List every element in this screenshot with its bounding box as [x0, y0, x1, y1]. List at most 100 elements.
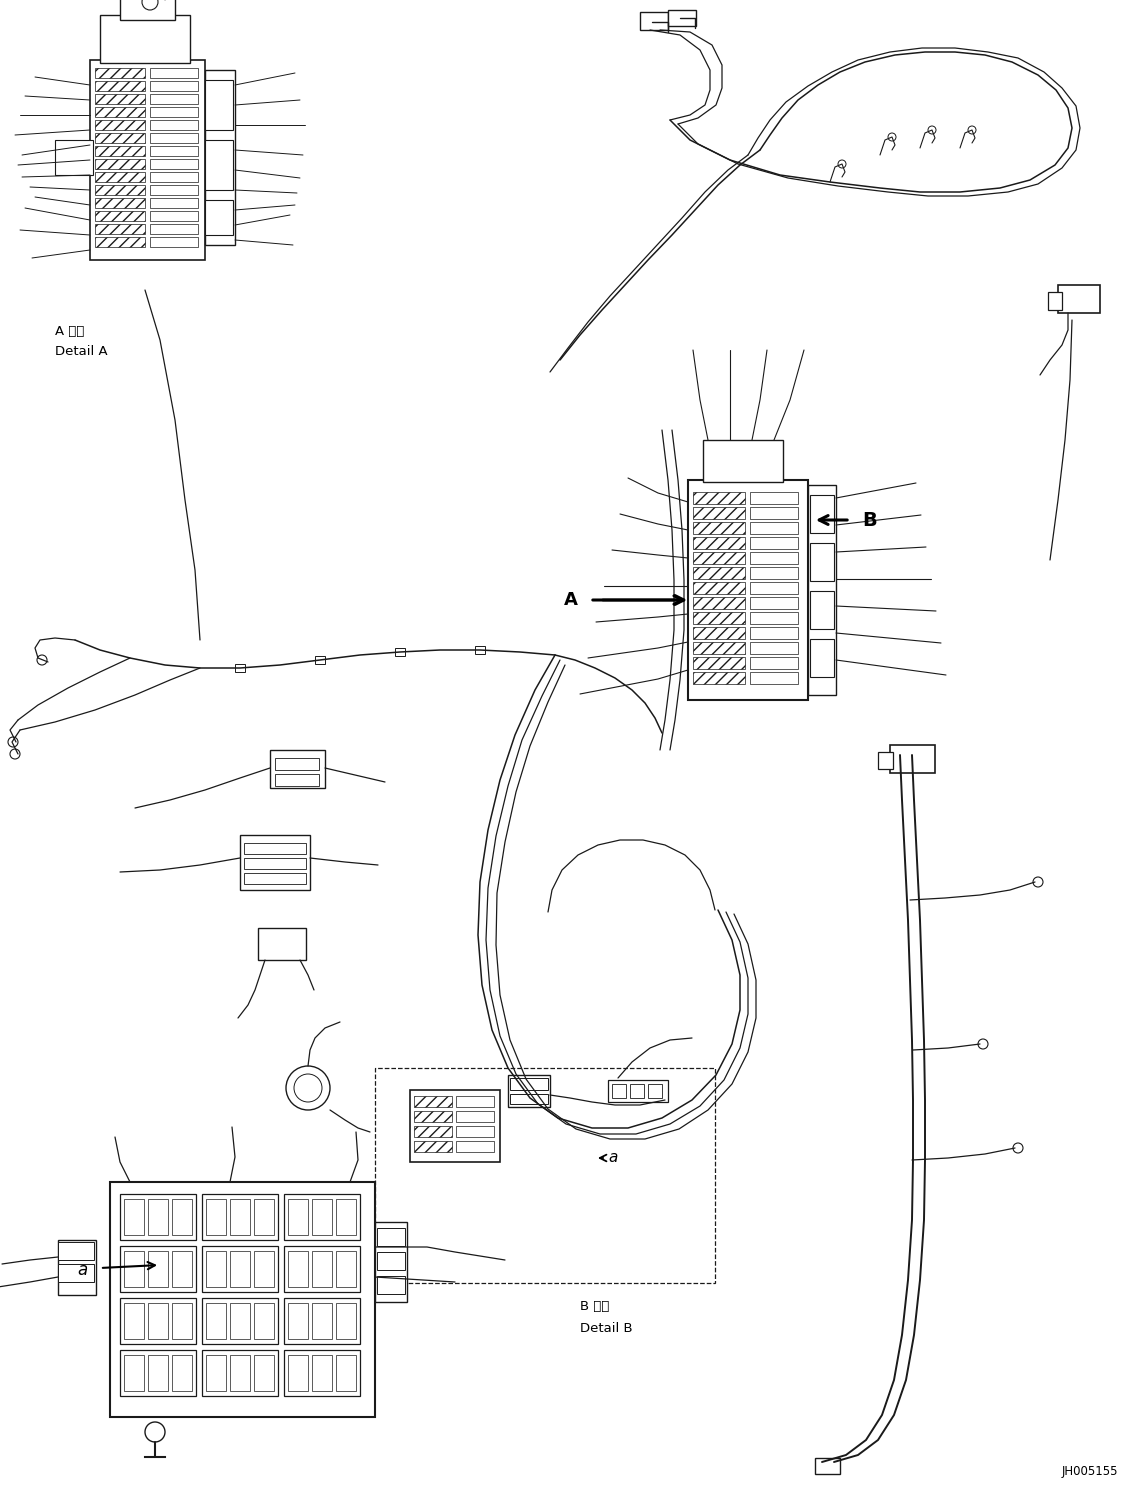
- Bar: [205, 200, 233, 236]
- Bar: [95, 185, 145, 195]
- Bar: [284, 1350, 361, 1397]
- Text: B: B: [861, 510, 876, 530]
- Bar: [750, 612, 798, 624]
- Bar: [456, 1126, 494, 1137]
- Bar: [510, 1094, 548, 1104]
- Bar: [284, 1194, 361, 1240]
- Bar: [608, 1080, 667, 1103]
- Bar: [149, 94, 199, 104]
- Bar: [510, 1079, 548, 1091]
- Bar: [640, 12, 667, 30]
- Bar: [55, 140, 94, 175]
- Bar: [58, 1264, 94, 1282]
- Bar: [95, 94, 145, 104]
- Bar: [688, 480, 808, 700]
- Bar: [311, 1355, 332, 1391]
- Bar: [750, 671, 798, 683]
- Bar: [1058, 285, 1100, 313]
- Bar: [288, 1303, 308, 1338]
- Text: Detail B: Detail B: [580, 1322, 632, 1335]
- Bar: [148, 1355, 168, 1391]
- Bar: [149, 81, 199, 91]
- Bar: [58, 1241, 94, 1261]
- Bar: [890, 745, 934, 773]
- Bar: [148, 1200, 168, 1235]
- Bar: [95, 224, 145, 234]
- Bar: [648, 1085, 662, 1098]
- Bar: [284, 1246, 361, 1292]
- Bar: [693, 567, 745, 579]
- Bar: [311, 1250, 332, 1288]
- Bar: [254, 1250, 274, 1288]
- Bar: [750, 552, 798, 564]
- Bar: [120, 1350, 196, 1397]
- Bar: [414, 1126, 452, 1137]
- Bar: [275, 774, 319, 786]
- Bar: [693, 507, 745, 519]
- Bar: [149, 160, 199, 169]
- Circle shape: [1033, 877, 1043, 888]
- Bar: [750, 522, 798, 534]
- Bar: [95, 81, 145, 91]
- Bar: [275, 758, 319, 770]
- Bar: [311, 1303, 332, 1338]
- Bar: [693, 582, 745, 594]
- Bar: [750, 567, 798, 579]
- Bar: [149, 185, 199, 195]
- Text: Detail A: Detail A: [55, 345, 107, 358]
- Bar: [95, 107, 145, 116]
- Bar: [207, 1200, 226, 1235]
- Bar: [95, 210, 145, 221]
- Text: JH005155: JH005155: [1061, 1465, 1118, 1479]
- Bar: [335, 1250, 356, 1288]
- Bar: [95, 119, 145, 130]
- Bar: [244, 843, 306, 853]
- Bar: [230, 1200, 250, 1235]
- Bar: [810, 495, 834, 533]
- Bar: [630, 1085, 644, 1098]
- Bar: [205, 140, 233, 189]
- Bar: [395, 648, 405, 656]
- Bar: [202, 1246, 278, 1292]
- Bar: [149, 146, 199, 157]
- Bar: [254, 1200, 274, 1235]
- Bar: [810, 591, 834, 630]
- Bar: [149, 210, 199, 221]
- Bar: [750, 597, 798, 609]
- Text: A 詳細: A 詳細: [55, 325, 84, 339]
- Bar: [258, 928, 306, 959]
- Bar: [703, 440, 783, 482]
- Bar: [172, 1355, 192, 1391]
- Bar: [230, 1355, 250, 1391]
- Bar: [750, 627, 798, 639]
- Bar: [693, 656, 745, 668]
- Bar: [172, 1303, 192, 1338]
- Bar: [1047, 292, 1062, 310]
- Bar: [377, 1252, 405, 1270]
- Circle shape: [145, 1422, 165, 1441]
- Bar: [693, 627, 745, 639]
- Bar: [58, 1240, 96, 1295]
- Bar: [202, 1298, 278, 1344]
- Bar: [124, 1200, 144, 1235]
- Bar: [693, 597, 745, 609]
- Circle shape: [10, 749, 21, 759]
- Circle shape: [968, 125, 976, 134]
- Bar: [750, 642, 798, 653]
- Bar: [124, 1355, 144, 1391]
- Bar: [475, 646, 485, 653]
- Text: a: a: [608, 1150, 617, 1165]
- Bar: [202, 1194, 278, 1240]
- Bar: [612, 1085, 626, 1098]
- Bar: [207, 1250, 226, 1288]
- Bar: [207, 1355, 226, 1391]
- Bar: [335, 1355, 356, 1391]
- Circle shape: [141, 0, 157, 10]
- Bar: [244, 858, 306, 868]
- Bar: [172, 1200, 192, 1235]
- Text: B 詳細: B 詳細: [580, 1300, 609, 1313]
- Bar: [244, 873, 306, 883]
- Bar: [750, 537, 798, 549]
- Bar: [456, 1141, 494, 1152]
- Bar: [808, 485, 836, 695]
